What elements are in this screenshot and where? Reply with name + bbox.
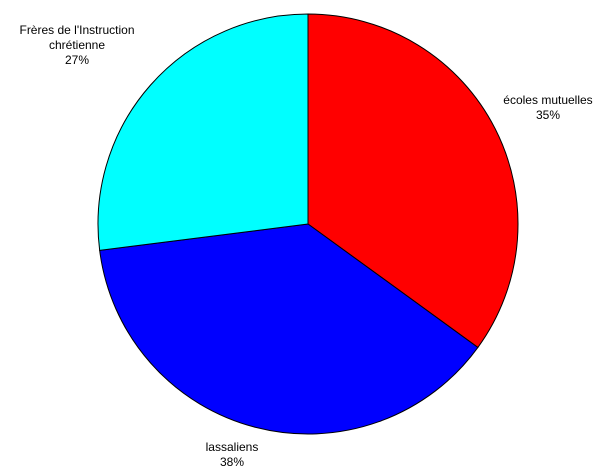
slice-name: Frères de l'Instruction xyxy=(19,23,134,37)
slice-name: écoles mutuelles xyxy=(503,93,592,107)
slice-label: lassaliens 38% xyxy=(206,440,259,469)
pie-labels: écoles mutuelles 35% lassaliens 38% Frères d… xyxy=(19,23,592,469)
slice-label: Frères de l'Instruction chrétienne 27% xyxy=(19,23,134,67)
slice-name: chrétienne xyxy=(49,38,105,52)
pie-slice xyxy=(99,223,479,435)
slice-label: écoles mutuelles 35% xyxy=(503,93,592,122)
slice-name: lassaliens xyxy=(206,440,259,454)
pie-slice xyxy=(307,13,519,349)
pie-slice xyxy=(97,13,309,251)
pie-slices xyxy=(97,13,519,435)
slice-percent: 27% xyxy=(65,53,89,67)
slice-percent: 38% xyxy=(220,455,244,469)
slice-percent: 35% xyxy=(536,108,560,122)
